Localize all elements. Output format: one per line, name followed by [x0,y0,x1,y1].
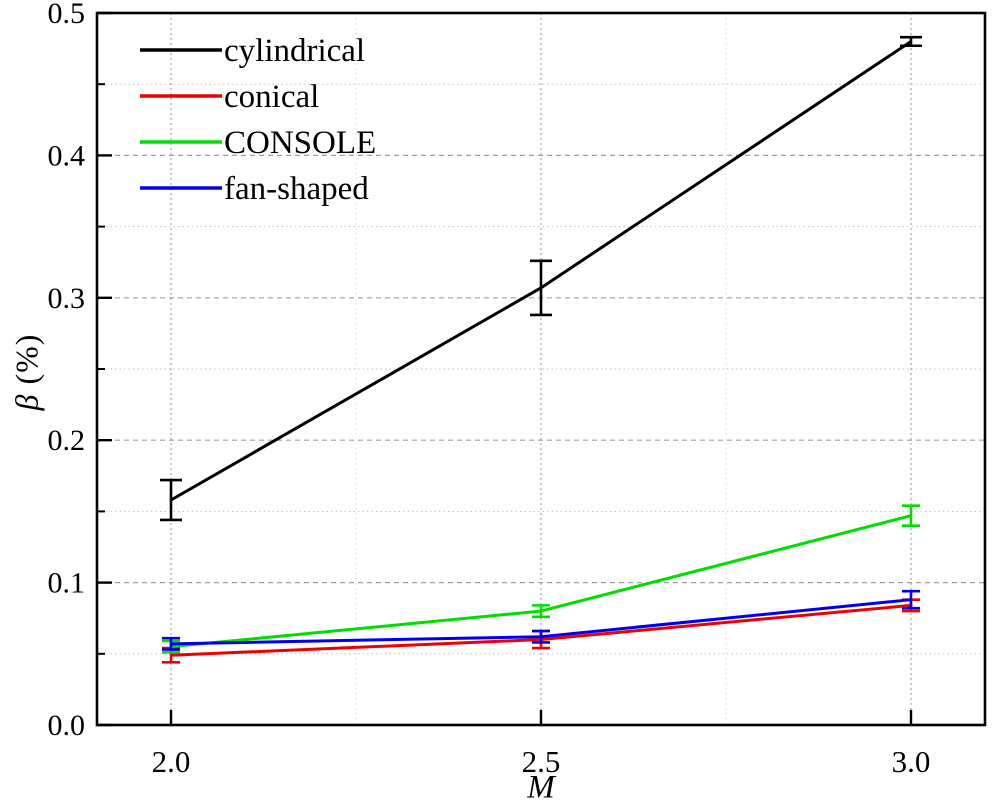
legend-label-cylindrical: cylindrical [224,33,365,69]
y-tick-label: 0.1 [48,567,86,600]
y-axis-title: β (%) [9,334,46,411]
y-tick-label: 0.3 [48,282,86,315]
series-line-CONSOLE [170,514,912,649]
y-tick-label: 0.0 [48,709,86,742]
x-axis-title: M [527,769,555,806]
y-axis-units: (%) [8,333,45,394]
y-axis-symbol: β [8,393,45,411]
y-tick-label: 0.4 [48,139,86,172]
legend-label-fan-shaped: fan-shaped [224,171,369,207]
y-tick-label: 0.5 [48,0,86,30]
x-tick-label: 3.0 [892,744,931,779]
x-tick-label: 2.5 [522,744,561,779]
x-tick-label: 2.0 [152,744,191,779]
legend-label-conical: conical [224,79,319,115]
y-tick-label: 0.2 [48,424,86,457]
legend-label-CONSOLE: CONSOLE [224,125,376,161]
